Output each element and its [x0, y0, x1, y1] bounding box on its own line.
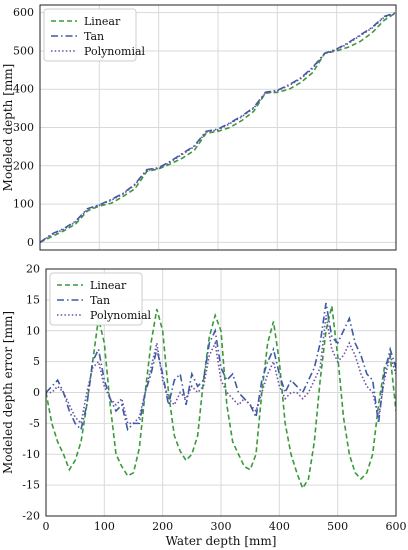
y-tick-label: -20 — [22, 510, 40, 523]
y-tick-label: 500 — [13, 44, 34, 57]
x-tick-label: 400 — [269, 520, 290, 533]
legend: Linear Tan Polynomial — [49, 272, 152, 326]
legend-label-tan: Tan — [84, 30, 104, 43]
series-line-polynomial — [40, 12, 396, 244]
legend: Linear Tan Polynomial — [43, 8, 146, 62]
y-tick-label: 0 — [33, 386, 40, 399]
y-tick-label: 200 — [13, 159, 34, 172]
top-panel-modeled-depth: 0 100 200 300 400 500 600 Modeled depth [mm] Lin… — [1, 4, 397, 251]
x-tick-label: 0 — [43, 520, 50, 533]
y-axis-label: Modeled depth error [mm] — [1, 311, 15, 474]
y-tick-label: -10 — [22, 448, 40, 461]
x-tick-label: 300 — [211, 520, 232, 533]
legend-label-tan: Tan — [90, 294, 110, 307]
series-line-linear — [40, 11, 396, 244]
y-axis-label: Modeled depth [mm] — [1, 64, 15, 192]
x-tick-label: 600 — [386, 520, 407, 533]
x-tick-label: 500 — [327, 520, 348, 533]
x-axis-label: Water depth [mm] — [166, 534, 277, 548]
y-tick-label: 10 — [26, 324, 40, 337]
y-tick-label: 600 — [13, 6, 34, 19]
y-tick-label: 300 — [13, 121, 34, 134]
legend-box — [49, 272, 143, 326]
y-tick-label: 100 — [13, 198, 34, 211]
x-tick-label: 200 — [152, 520, 173, 533]
y-tick-label: -15 — [22, 479, 40, 492]
y-tick-label: 20 — [26, 263, 40, 276]
y-tick-label: 15 — [26, 293, 40, 306]
series-line-polynomial — [46, 315, 396, 426]
legend-label-linear: Linear — [90, 279, 127, 292]
plot-frame — [45, 268, 397, 517]
legend-box — [43, 8, 137, 62]
plot-frame — [39, 4, 397, 251]
series-line-linear — [46, 305, 396, 490]
legend-label-polynomial: Polynomial — [84, 45, 146, 58]
y-tick-label: 5 — [33, 355, 40, 368]
y-tick-label: 400 — [13, 83, 34, 96]
series-line-tan — [46, 302, 396, 432]
x-tick-label: 100 — [94, 520, 115, 533]
legend-label-linear: Linear — [84, 15, 121, 28]
legend-label-polynomial: Polynomial — [90, 309, 152, 322]
y-tick-label: -5 — [29, 417, 40, 430]
y-tick-label: 0 — [27, 236, 34, 249]
